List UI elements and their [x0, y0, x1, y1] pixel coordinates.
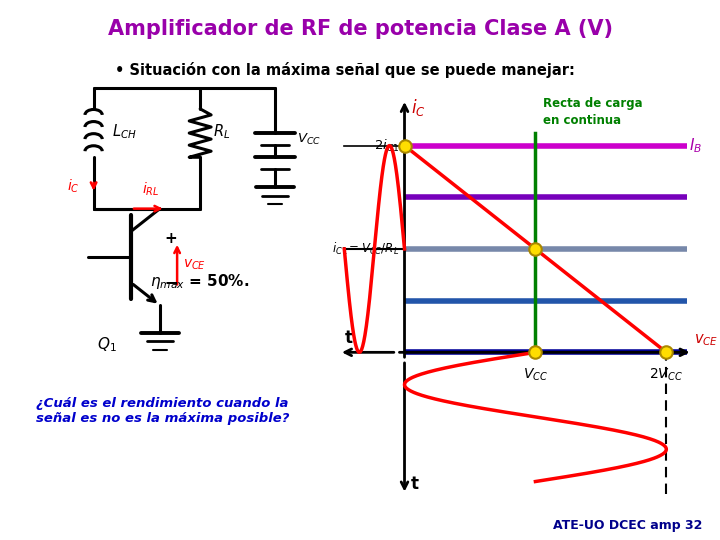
Text: −: − — [164, 273, 178, 291]
Text: $L_{CH}$: $L_{CH}$ — [112, 122, 137, 141]
Text: $2V_{CC}$: $2V_{CC}$ — [649, 367, 683, 383]
Text: $Q_1$: $Q_1$ — [97, 336, 117, 354]
Text: Recta de carga
en continua: Recta de carga en continua — [544, 97, 643, 126]
Text: $2i_{C1}$: $2i_{C1}$ — [374, 138, 400, 154]
Text: $i_{RL}$: $i_{RL}$ — [143, 181, 160, 198]
Text: $v_{CE}$: $v_{CE}$ — [183, 258, 206, 272]
Text: ATE-UO DCEC amp 32: ATE-UO DCEC amp 32 — [553, 519, 702, 532]
Text: t: t — [344, 329, 352, 347]
Text: ¿Cuál es el rendimiento cuando la
señal es no es la máxima posible?: ¿Cuál es el rendimiento cuando la señal … — [36, 397, 289, 425]
Text: $i_C$: $i_C$ — [66, 177, 79, 195]
Text: $v_{CE}$: $v_{CE}$ — [694, 333, 718, 348]
Text: $R_L$: $R_L$ — [213, 122, 230, 141]
Text: $i_{C1}=V_{CC}/R_L$: $i_{C1}=V_{CC}/R_L$ — [332, 241, 400, 257]
Text: Amplificador de RF de potencia Clase A (V): Amplificador de RF de potencia Clase A (… — [107, 19, 613, 39]
Text: $\eta_{max}$ = 50%.: $\eta_{max}$ = 50%. — [150, 272, 250, 291]
Text: $i_C$: $i_C$ — [411, 97, 426, 118]
Text: $I_B$: $I_B$ — [688, 136, 702, 155]
Text: • Situación con la máxima señal que se puede manejar:: • Situación con la máxima señal que se p… — [115, 62, 575, 78]
Text: $V_{CC}$: $V_{CC}$ — [297, 132, 320, 147]
Text: $V_{CC}$: $V_{CC}$ — [523, 367, 548, 383]
Text: +: + — [164, 232, 177, 246]
Text: t: t — [411, 475, 419, 493]
